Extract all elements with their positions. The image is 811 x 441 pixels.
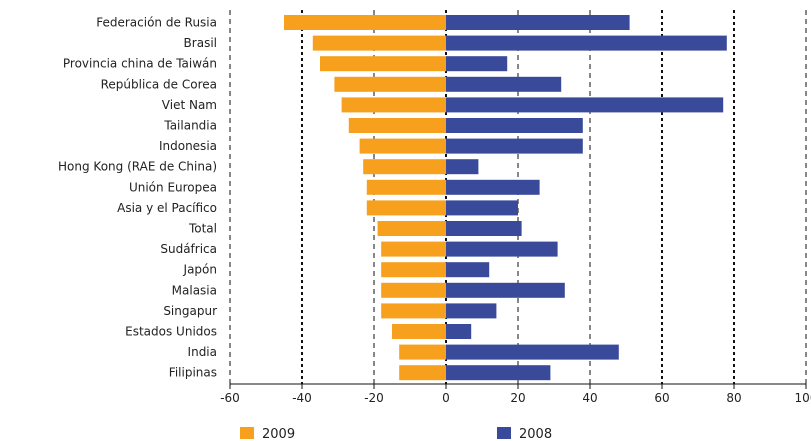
bar-2008-republica-de-corea bbox=[446, 76, 562, 92]
bar-2008-brasil bbox=[446, 35, 727, 51]
category-label-viet-nam: Viet Nam bbox=[162, 98, 217, 112]
bar-2009-tailandia bbox=[348, 118, 446, 133]
tick-label-0: 0 bbox=[442, 391, 450, 405]
bar-2009-sudafrica bbox=[381, 241, 446, 257]
category-label-republica-de-corea: República de Corea bbox=[101, 77, 217, 91]
category-label-estados-unidos: Estados Unidos bbox=[125, 325, 217, 339]
bar-2008-indonesia bbox=[446, 138, 583, 154]
bar-2008-india bbox=[446, 344, 619, 360]
category-label-asia-y-el-pacifico: Asia y el Pacífico bbox=[117, 201, 217, 215]
gridlines bbox=[229, 10, 807, 384]
bar-2009-viet-nam bbox=[341, 97, 446, 113]
bar-2009-total bbox=[377, 221, 446, 236]
tick-label-40: 40 bbox=[582, 391, 597, 405]
category-label-total: Total bbox=[188, 222, 217, 236]
bar-2009-india bbox=[399, 344, 446, 360]
tick-label-80: 80 bbox=[726, 391, 741, 405]
bar-2009-estados-unidos bbox=[392, 324, 446, 339]
bar-2008-japon bbox=[446, 262, 490, 278]
bar-2009-hong-kong-rae-de-china bbox=[363, 159, 446, 175]
legend-label-2009: 2009 bbox=[262, 427, 295, 441]
tick-label-60: 60 bbox=[654, 391, 669, 405]
category-label-japon: Japón bbox=[183, 263, 217, 277]
category-label-filipinas: Filipinas bbox=[169, 366, 217, 380]
bar-2008-tailandia bbox=[446, 118, 583, 133]
bar-2008-malasia bbox=[446, 282, 565, 298]
legend: 2009 2008 bbox=[240, 427, 552, 441]
bar-2009-filipinas bbox=[399, 365, 446, 381]
category-label-sudafrica: Sudáfrica bbox=[160, 242, 217, 256]
category-label-singapur: Singapur bbox=[163, 304, 217, 318]
bar-2009-asia-y-el-pacifico bbox=[366, 200, 446, 216]
category-label-federacion-de-rusia: Federación de Rusia bbox=[96, 16, 217, 30]
category-label-union-europea: Unión Europea bbox=[129, 180, 217, 194]
bar-2008-singapur bbox=[446, 303, 497, 319]
tick-label-100: 100 bbox=[795, 391, 811, 405]
bar-2008-hong-kong-rae-de-china bbox=[446, 159, 479, 175]
tick-label--60: -60 bbox=[220, 391, 240, 405]
category-label-india: India bbox=[188, 345, 217, 359]
x-axis: -60 -40 -20 0 20 40 60 80 100 bbox=[220, 383, 811, 405]
bar-2009-brasil bbox=[312, 35, 446, 51]
bars bbox=[284, 15, 727, 381]
tick-label--40: -40 bbox=[292, 391, 312, 405]
bar-2008-provincia-china-de-taiwan bbox=[446, 56, 508, 72]
bar-2008-total bbox=[446, 221, 522, 236]
bar-2008-viet-nam bbox=[446, 97, 724, 113]
bar-2009-japon bbox=[381, 262, 446, 278]
tick-label-20: 20 bbox=[510, 391, 525, 405]
category-label-hong-kong-rae-de-china: Hong Kong (RAE de China) bbox=[58, 160, 217, 174]
bar-2009-union-europea bbox=[366, 179, 446, 195]
bar-2009-singapur bbox=[381, 303, 446, 319]
bar-2008-estados-unidos bbox=[446, 324, 472, 339]
bar-2008-filipinas bbox=[446, 365, 551, 381]
category-label-tailandia: Tailandia bbox=[163, 119, 217, 133]
bar-2008-asia-y-el-pacifico bbox=[446, 200, 518, 216]
bar-2009-provincia-china-de-taiwan bbox=[320, 56, 446, 72]
bar-2009-malasia bbox=[381, 282, 446, 298]
bar-2009-indonesia bbox=[359, 138, 446, 154]
bar-2008-federacion-de-rusia bbox=[446, 15, 630, 30]
category-label-brasil: Brasil bbox=[184, 36, 217, 50]
category-label-provincia-china-de-taiwan: Provincia china de Taiwán bbox=[63, 57, 217, 71]
legend-label-2008: 2008 bbox=[519, 427, 552, 441]
tick-label--20: -20 bbox=[364, 391, 384, 405]
legend-swatch-2009 bbox=[240, 427, 254, 439]
legend-swatch-2008 bbox=[497, 427, 511, 439]
bar-2009-republica-de-corea bbox=[334, 76, 446, 92]
category-labels: Federación de Rusia Brasil Provincia china… bbox=[58, 16, 217, 380]
category-label-indonesia: Indonesia bbox=[159, 139, 217, 153]
category-label-malasia: Malasia bbox=[172, 283, 217, 297]
bar-2008-union-europea bbox=[446, 179, 540, 195]
bar-2009-federacion-de-rusia bbox=[284, 15, 446, 30]
bar-2008-sudafrica bbox=[446, 241, 558, 257]
